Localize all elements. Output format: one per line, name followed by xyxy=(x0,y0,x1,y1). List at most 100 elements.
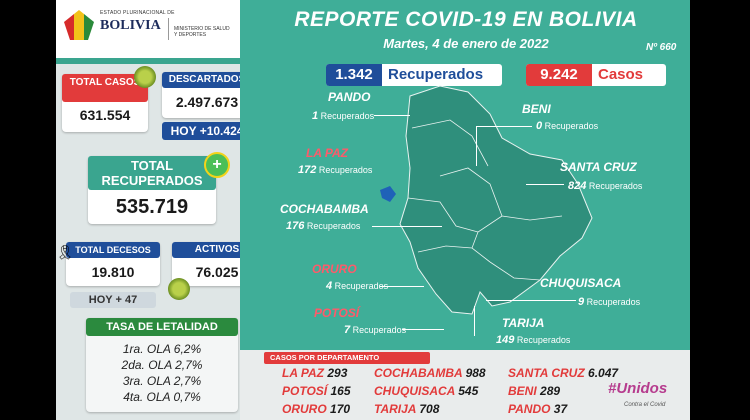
mourning-ribbon-icon: 🎗 xyxy=(56,244,74,260)
dept-recovered-value: 4 xyxy=(326,280,333,292)
bolivia-map xyxy=(380,85,593,315)
total-recovered-value: 535.719 xyxy=(115,196,189,218)
dept-recovered-cochabamba: 176 Recuperados xyxy=(286,220,360,232)
lethality-wave-4: 4ta. OLA 0,7% xyxy=(123,390,201,404)
recovered-unit: Recuperados xyxy=(306,221,361,231)
dept-recovered-value: 172 xyxy=(298,164,317,176)
report-title: REPORTE COVID-19 EN BOLIVIA xyxy=(294,8,638,31)
dept-recovered-value: 1 xyxy=(312,110,319,122)
case-dept-name: TARIJA xyxy=(374,402,416,416)
campaign-logo: #Unidos xyxy=(608,380,668,397)
lake-titicaca xyxy=(380,186,396,202)
case-dept-name: POTOSÍ xyxy=(282,384,328,398)
cases-row: LA PAZ 293 xyxy=(282,366,347,380)
dept-recovered-potosi: 7 Recuperados xyxy=(344,324,406,336)
case-dept-name: BENI xyxy=(508,384,537,398)
department-borders xyxy=(407,119,563,281)
dept-recovered-beni: 0 Recuperados xyxy=(536,120,598,132)
dept-recovered-santa-cruz: 824 Recuperados xyxy=(568,180,642,192)
deaths-today: HOY + 47 xyxy=(70,292,156,308)
dept-recovered-pando: 1 Recuperados xyxy=(312,110,374,122)
dept-recovered-value: 824 xyxy=(568,180,587,192)
leader-line-beni-v xyxy=(476,126,477,166)
lethality-wave-2: 2da. OLA 2,7% xyxy=(121,358,203,372)
case-dept-value: 988 xyxy=(465,366,486,380)
ministry-name: MINISTERIO DE SALUD Y DEPORTES xyxy=(174,26,230,38)
recovered-unit: Recuperados xyxy=(334,281,389,291)
leader-line-chuquisaca xyxy=(486,300,576,301)
lethality-card: TASA DE LETALIDAD 1ra. OLA 6,2% 2da. OLA… xyxy=(86,318,238,412)
case-dept-name: COCHABAMBA xyxy=(374,366,463,380)
bolivia-shield-icon xyxy=(64,10,94,40)
dept-label-cochabamba: COCHABAMBA xyxy=(280,202,369,216)
leader-line-cochabamba xyxy=(372,226,442,227)
total-recovered-card: TOTAL RECUPERADOS 535.719 xyxy=(88,156,216,224)
leader-line-pando xyxy=(374,115,410,116)
lethality-title: TASA DE LETALIDAD xyxy=(86,318,238,336)
cases-row: POTOSÍ 165 xyxy=(282,384,351,398)
dept-recovered-value: 149 xyxy=(496,334,515,346)
discarded-card: DESCARTADOS 2.497.673 xyxy=(162,72,252,118)
case-dept-value: 37 xyxy=(553,402,568,416)
cases-row: TARIJA 708 xyxy=(374,402,439,416)
case-dept-value: 289 xyxy=(540,384,561,398)
total-cases-value: 631.554 xyxy=(79,107,131,123)
recovered-unit: Recuperados xyxy=(544,121,599,131)
cases-row: BENI 289 xyxy=(508,384,560,398)
case-dept-name: CHUQUISACA xyxy=(374,384,455,398)
cases-row: CHUQUISACA 545 xyxy=(374,384,478,398)
dept-recovered-tarija: 149 Recuperados xyxy=(496,334,570,346)
dept-recovered-value: 176 xyxy=(286,220,305,232)
leader-line-potosi xyxy=(402,329,444,330)
dept-label-beni: BENI xyxy=(522,102,551,116)
dept-label-chuquisaca: CHUQUISACA xyxy=(540,276,622,290)
active-value: 76.025 xyxy=(195,264,239,280)
country-name: BOLIVIA xyxy=(100,18,161,33)
virus-icon xyxy=(168,278,190,300)
recovered-unit: Recuperados xyxy=(352,325,407,335)
state-name: ESTADO PLURINACIONAL DE xyxy=(100,10,175,16)
total-deaths-label: TOTAL DECESOS xyxy=(66,242,160,258)
total-deaths-card: TOTAL DECESOS 19.810 xyxy=(66,242,160,286)
recovered-unit: Recuperados xyxy=(318,165,373,175)
campaign-subtext: Contra el Covid xyxy=(624,402,666,408)
daily-cases-label: Casos xyxy=(598,66,644,83)
lethality-wave-3: 3ra. OLA 2,7% xyxy=(122,374,202,388)
covid-report-poster: ESTADO PLURINACIONAL DE BOLIVIA MINISTER… xyxy=(56,0,690,420)
cases-row: ORURO 170 xyxy=(282,402,350,416)
plus-circle-icon: + xyxy=(204,152,230,178)
dept-label-oruro: ORURO xyxy=(312,262,357,276)
cases-by-department-title: CASOS POR DEPARTAMENTO xyxy=(264,352,430,364)
discarded-value: 2.497.673 xyxy=(175,94,239,110)
total-cases-card: TOTAL CASOS 631.554 xyxy=(62,74,148,132)
recovered-unit: Recuperados xyxy=(516,335,571,345)
case-dept-value: 708 xyxy=(419,402,440,416)
leader-line-santa-cruz xyxy=(526,184,564,185)
active-label: ACTIVOS xyxy=(172,242,262,258)
leader-line-oruro xyxy=(380,286,424,287)
discarded-label: DESCARTADOS xyxy=(162,72,252,88)
report-date: Martes, 4 de enero de 2022 xyxy=(383,36,549,51)
recovered-unit: Recuperados xyxy=(586,297,641,307)
case-dept-name: PANDO xyxy=(508,402,551,416)
daily-cases-pill: 9.242 Casos xyxy=(526,64,666,86)
leader-line-beni xyxy=(476,126,532,127)
left-stats-column: ESTADO PLURINACIONAL DE BOLIVIA MINISTER… xyxy=(56,0,262,420)
dept-recovered-oruro: 4 Recuperados xyxy=(326,280,388,292)
discarded-today: HOY +10.424 xyxy=(162,122,252,140)
dept-label-santa-cruz: SANTA CRUZ xyxy=(560,160,637,174)
case-dept-name: LA PAZ xyxy=(282,366,324,380)
cases-row: SANTA CRUZ 6.047 xyxy=(508,366,618,380)
daily-cases-value: 9.242 xyxy=(526,64,592,86)
case-dept-value: 545 xyxy=(458,384,479,398)
ministry-logo: ESTADO PLURINACIONAL DE BOLIVIA MINISTER… xyxy=(56,0,240,58)
cases-row: COCHABAMBA 988 xyxy=(374,366,486,380)
dept-recovered-la-paz: 172 Recuperados xyxy=(298,164,372,176)
total-cases-label: TOTAL CASOS xyxy=(62,74,148,102)
dept-label-la-paz: LA PAZ xyxy=(306,146,348,160)
recovered-unit: Recuperados xyxy=(588,181,643,191)
report-number: Nº 660 xyxy=(646,42,677,53)
leader-line-tarija xyxy=(474,306,475,336)
dept-label-pando: PANDO xyxy=(328,90,371,104)
